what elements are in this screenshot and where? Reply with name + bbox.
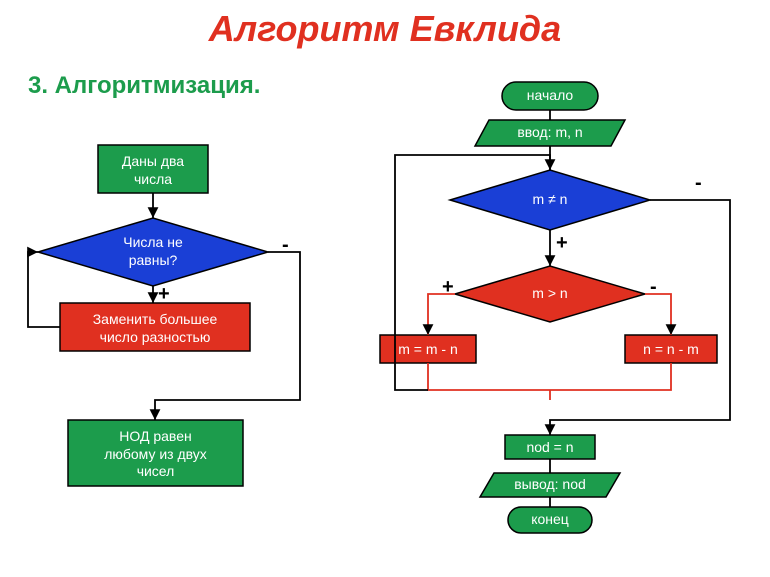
right-dec2: m > n [500,285,600,303]
right-p1: m = m - n [380,341,476,359]
right-dec1: m ≠ n [500,191,600,209]
right-assign: nod = n [505,439,595,457]
right-p2: n = n - m [625,341,717,359]
right-minus1: - [695,172,702,195]
left-decision: Числа неравны? [93,234,213,269]
left-result: НОД равенлюбому из двухчисел [68,428,243,481]
right-end: конец [505,511,595,529]
left-process: Заменить большеечисло разностью [60,311,250,346]
right-output: вывод: nod [485,476,615,494]
right-input: ввод: m, n [480,124,620,142]
right-start: начало [500,87,600,105]
left-plus: + [158,283,170,306]
right-minus2: - [650,276,657,299]
right-plus2: + [442,276,454,299]
left-minus: - [282,234,289,257]
left-start: Даны двачисла [98,153,208,188]
right-plus1: + [556,232,568,255]
